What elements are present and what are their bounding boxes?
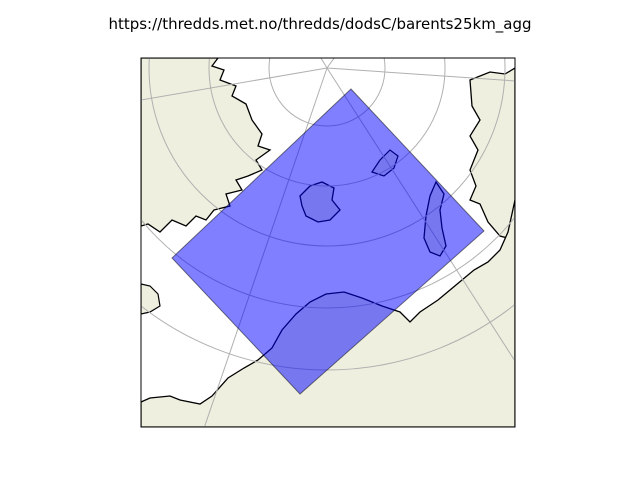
map-frame bbox=[140, 57, 516, 428]
meridian-line bbox=[326, 67, 515, 82]
iceland-land bbox=[141, 283, 161, 315]
map-title: https://thredds.met.no/thredds/dodsC/bar… bbox=[108, 15, 532, 33]
meridian-line bbox=[320, 58, 328, 69]
meridian-line bbox=[326, 58, 335, 69]
model-domain-polygon bbox=[171, 88, 485, 395]
northeast-land bbox=[469, 67, 515, 241]
greenland-land bbox=[141, 58, 272, 233]
meridian-line bbox=[141, 67, 328, 101]
